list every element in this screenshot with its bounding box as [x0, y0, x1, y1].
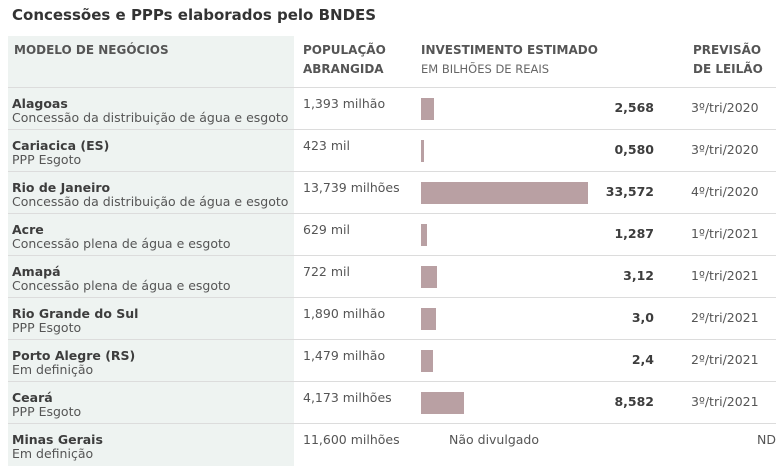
row-description: Concessão plena de água e esgoto: [12, 278, 231, 293]
auction-forecast: 3º/tri/2020: [691, 142, 759, 157]
row-description: PPP Esgoto: [12, 320, 82, 335]
investment-value-label: 3,0: [631, 310, 654, 325]
auction-forecast: ND: [757, 432, 776, 447]
auction-forecast: 2º/tri/2021: [691, 352, 759, 367]
investment-bar: [421, 98, 434, 120]
investment-value-label: Não divulgado: [449, 432, 540, 447]
table-row: Porto Alegre (RS) Em definição 1,479 milhã…: [8, 339, 776, 382]
investment-bar: [421, 266, 437, 288]
auction-forecast: 4º/tri/2020: [691, 184, 759, 199]
table-row: Rio de Janeiro Concessão da distribuição …: [8, 171, 776, 214]
header-populacao-line1: POPULAÇÃO: [303, 43, 386, 57]
row-population: 722 mil: [303, 264, 350, 279]
investment-value-label: 2,568: [614, 100, 654, 115]
table-row: Acre Concessão plena de água e esgoto 629 …: [8, 213, 776, 256]
investment-bar: [421, 308, 436, 330]
row-description: PPP Esgoto: [12, 404, 82, 419]
auction-forecast: 1º/tri/2021: [691, 268, 759, 283]
header-previsao-line2: DE LEILÃO: [693, 62, 763, 76]
row-name: Rio de Janeiro: [12, 180, 111, 195]
table-row: Cariacica (ES) PPP Esgoto 423 mil 0,580 3º/t…: [8, 129, 776, 172]
investment-bar: [421, 350, 433, 372]
row-population: 1,479 milhão: [303, 348, 386, 363]
investment-value-label: 1,287: [614, 226, 654, 241]
investment-bar: [421, 140, 424, 162]
row-name: Alagoas: [12, 96, 68, 111]
header-modelo: MODELO DE NEGÓCIOS: [14, 43, 169, 57]
row-population: 629 mil: [303, 222, 350, 237]
row-population: 1,890 milhão: [303, 306, 386, 321]
row-description: Concessão da distribuição de água e esgo…: [12, 110, 289, 125]
table-row: Amapá Concessão plena de água e esgoto 722…: [8, 255, 776, 298]
first-column-background: [8, 36, 294, 466]
row-name: Acre: [12, 222, 44, 237]
row-name: Ceará: [12, 390, 53, 405]
row-population: 4,173 milhões: [303, 390, 392, 405]
row-description: Em definição: [12, 362, 94, 377]
header-previsao-line1: PREVISÃO: [693, 43, 762, 57]
header-investimento-unit: EM BILHÕES DE REAIS: [421, 62, 550, 76]
auction-forecast: 3º/tri/2020: [691, 100, 759, 115]
investment-value-label: 0,580: [614, 142, 654, 157]
row-population: 1,393 milhão: [303, 96, 386, 111]
investment-bar: [421, 224, 428, 246]
auction-forecast: 3º/tri/2021: [691, 394, 759, 409]
row-name: Minas Gerais: [12, 432, 103, 447]
header-populacao-line2: ABRANGIDA: [303, 62, 384, 76]
table-row: Ceará PPP Esgoto 4,173 milhões 8,582 3º/tri/…: [8, 381, 776, 424]
row-population: 13,739 milhões: [303, 180, 400, 195]
row-name: Rio Grande do Sul: [12, 306, 139, 321]
table-row: Rio Grande do Sul PPP Esgoto 1,890 milhão 3…: [8, 297, 776, 340]
auction-forecast: 2º/tri/2021: [691, 310, 759, 325]
row-name: Cariacica (ES): [12, 138, 110, 153]
row-population: 423 mil: [303, 138, 350, 153]
row-description: Concessão da distribuição de água e esgo…: [12, 194, 289, 209]
investment-bar: [421, 392, 464, 414]
investment-value-label: 2,4: [631, 352, 654, 367]
row-description: Em definição: [12, 446, 94, 461]
row-name: Porto Alegre (RS): [12, 348, 136, 363]
row-description: PPP Esgoto: [12, 152, 82, 167]
auction-forecast: 1º/tri/2021: [691, 226, 759, 241]
investment-value-label: 3,12: [623, 268, 654, 283]
row-population: 11,600 milhões: [303, 432, 400, 447]
table-row: Alagoas Concessão da distribuição de água…: [8, 87, 776, 130]
data-table: MODELO DE NEGÓCIOS POPULAÇÃO ABRANGIDA I…: [8, 36, 776, 468]
investment-value-label: 33,572: [605, 184, 654, 199]
row-name: Amapá: [12, 264, 61, 279]
chart-title: Concessões e PPPs elaborados pelo BNDES: [12, 6, 377, 24]
investment-bar: [421, 182, 588, 204]
header-investimento: INVESTIMENTO ESTIMADO: [421, 43, 598, 57]
table-row: Minas Gerais Em definição 11,600 milhões Nã…: [8, 423, 776, 466]
investment-value-label: 8,582: [614, 394, 654, 409]
row-description: Concessão plena de água e esgoto: [12, 236, 231, 251]
